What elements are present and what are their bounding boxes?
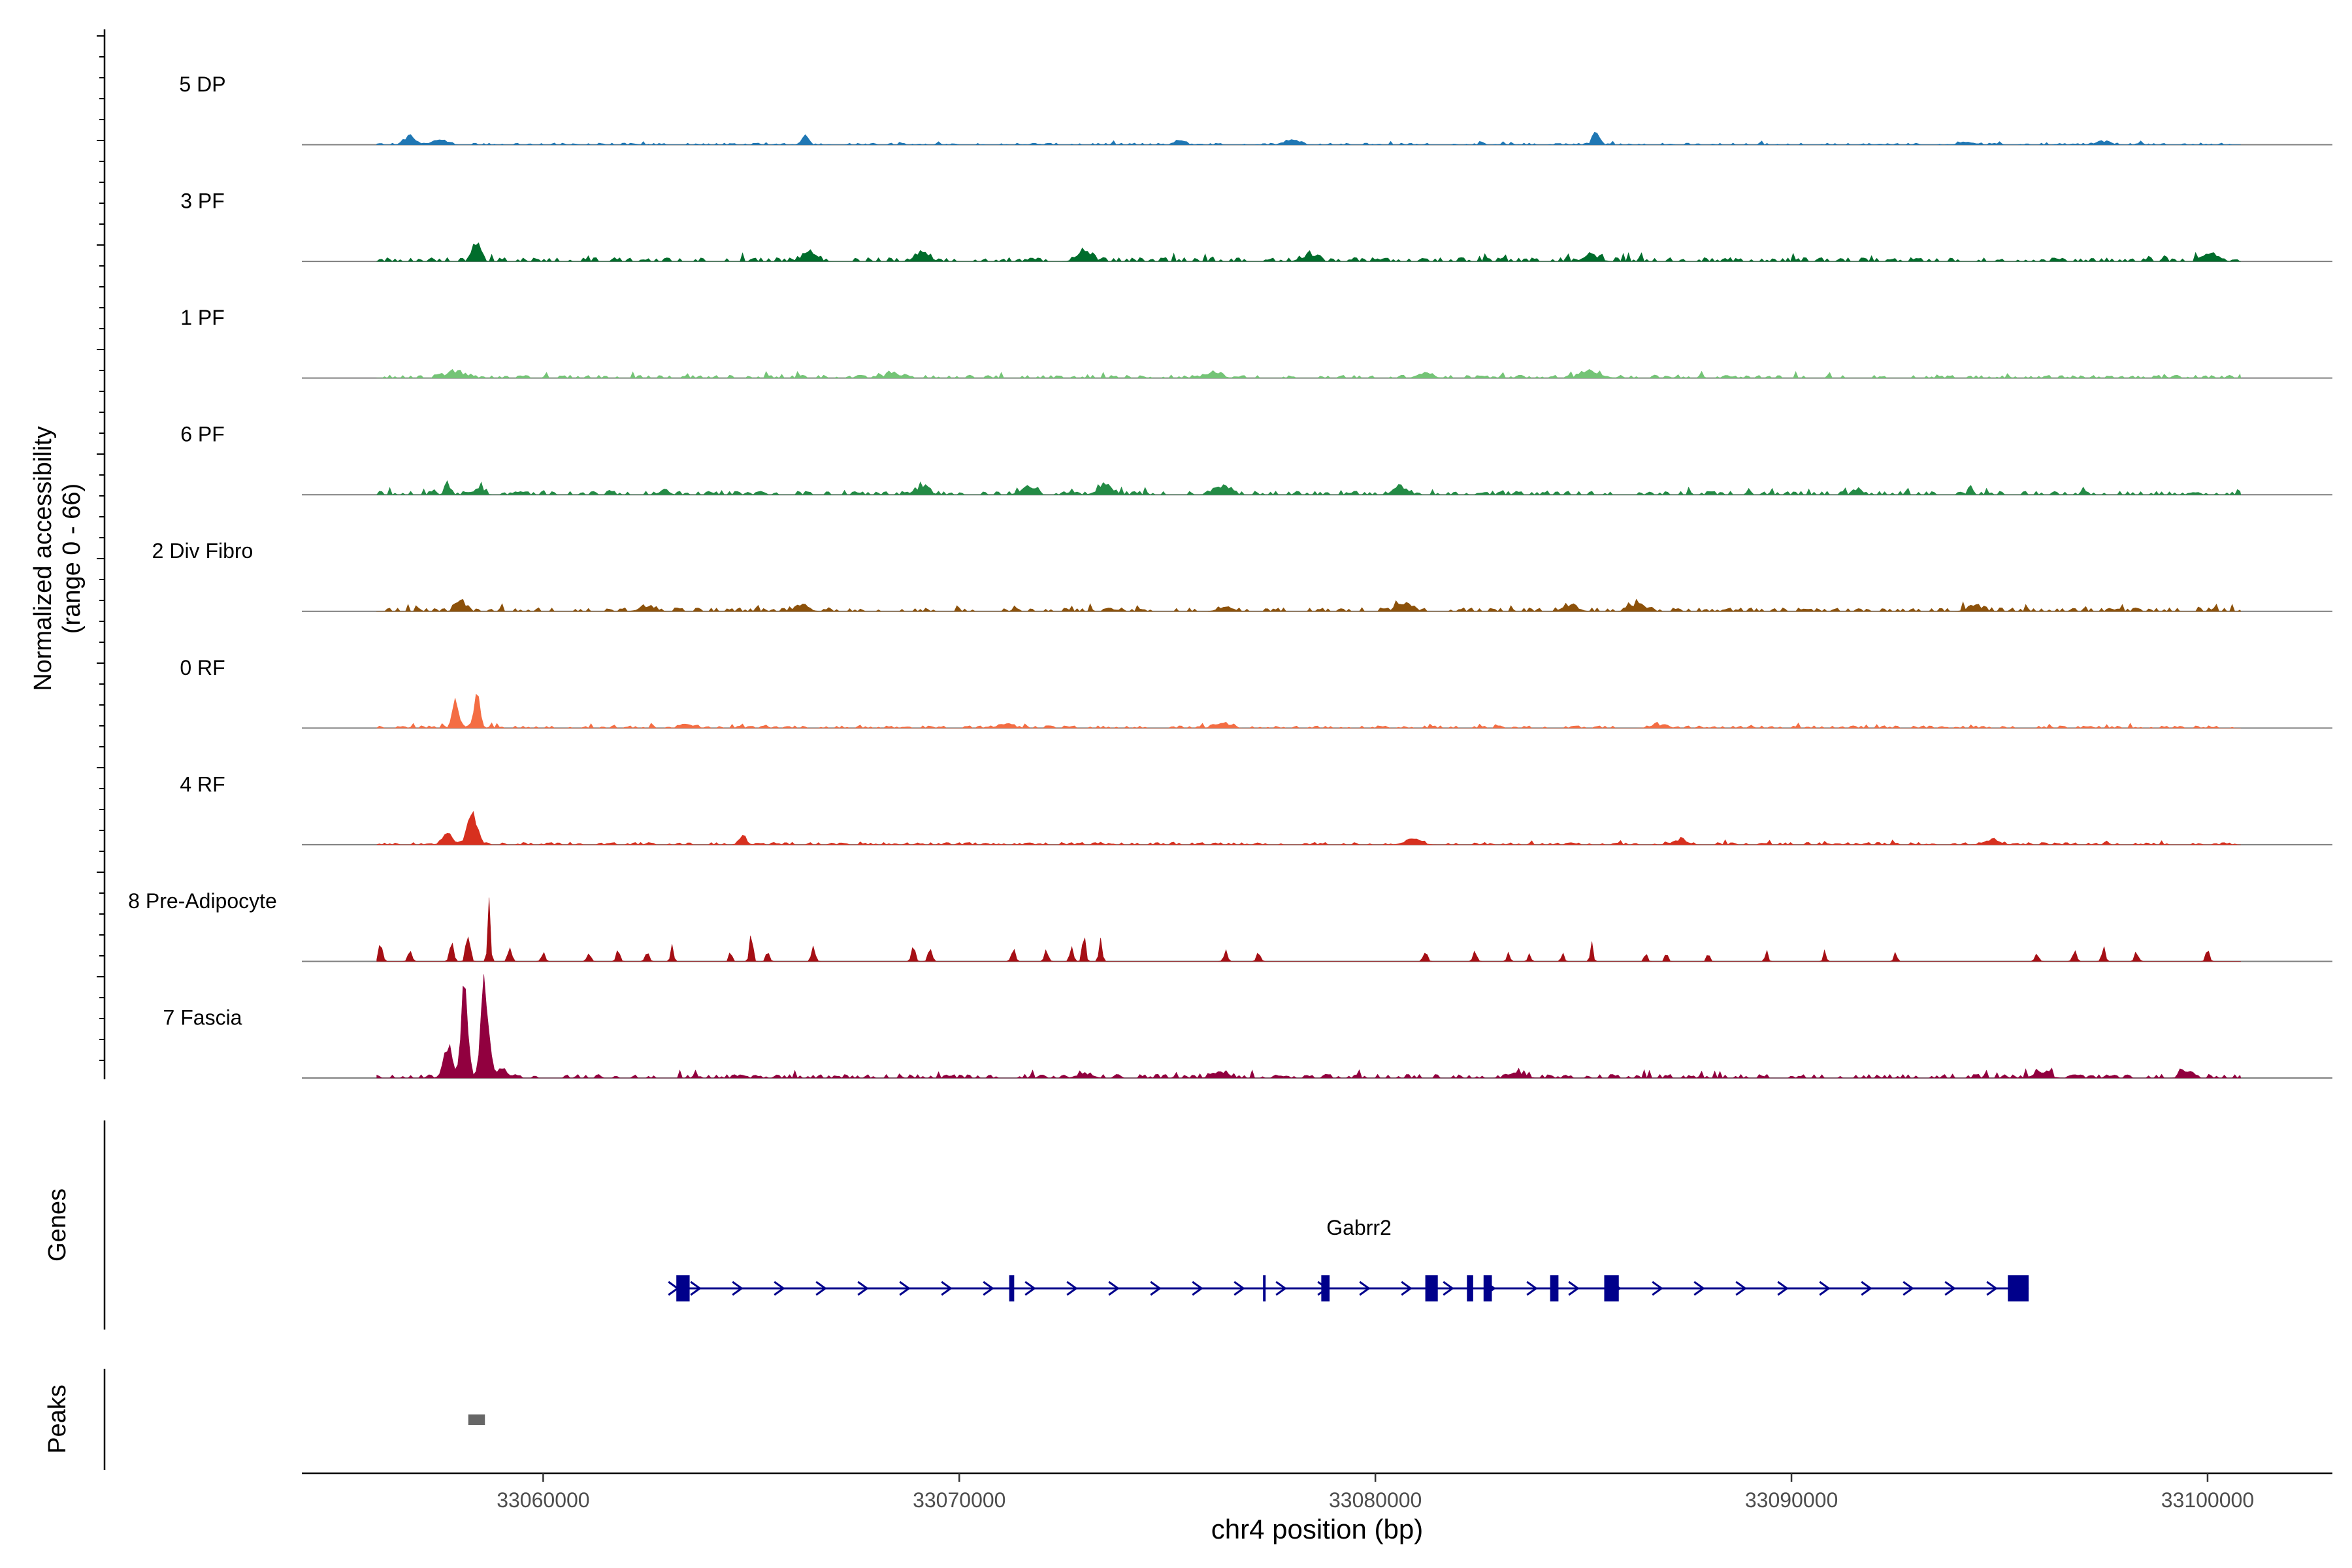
track-1-pf: 1 PF (180, 306, 2332, 379)
strand-arrow (941, 1281, 953, 1296)
x-tick-label: 33100000 (2161, 1488, 2254, 1512)
track-signal (376, 480, 2242, 495)
gene-exon (1009, 1275, 1015, 1301)
strand-arrow (1903, 1281, 1914, 1296)
gene-exon (676, 1275, 690, 1301)
x-tick-label: 33080000 (1329, 1488, 1422, 1512)
track-0-rf: 0 RF (180, 656, 2332, 729)
strand-arrow (857, 1281, 869, 1296)
gene-gabrr2: Gabrr2 (668, 1216, 2029, 1301)
strand-arrow (1443, 1281, 1454, 1296)
x-axis: 33060000 33070000 33080000 33090000 33100000… (302, 1472, 2332, 1544)
track-signal (376, 897, 2241, 962)
strand-arrow (668, 1281, 679, 1296)
strand-arrow (899, 1281, 911, 1296)
strand-arrow (1861, 1281, 1872, 1296)
strand-arrow (1150, 1281, 1162, 1296)
track-4-rf: 4 RF (180, 772, 2332, 845)
track-label: 1 PF (180, 306, 225, 329)
gene-exon (1467, 1275, 1473, 1301)
strand-arrow (1233, 1281, 1245, 1296)
x-axis-label: chr4 position (bp) (1211, 1514, 1424, 1544)
track-signal (376, 242, 2241, 263)
genes-panel: Genes Gabrr2 (44, 1120, 2029, 1330)
strand-arrow (1944, 1281, 1956, 1296)
track-label: 3 PF (180, 189, 225, 213)
track-label: 6 PF (180, 423, 225, 446)
track-signal (376, 693, 2241, 728)
coverage-panel: Normalized accessibility (range 0 - 66) … (29, 29, 2332, 1079)
strand-arrow (690, 1281, 702, 1296)
strand-arrow (732, 1281, 743, 1296)
strand-arrow (1024, 1281, 1036, 1296)
strand-arrow (1401, 1281, 1413, 1296)
gene-models: Gabrr2 (668, 1216, 2029, 1301)
gene-exon (1321, 1275, 1330, 1301)
gene-exon (1604, 1275, 1619, 1301)
peak-region (468, 1414, 485, 1425)
strand-arrow (1777, 1281, 1789, 1296)
gene-exon (1425, 1275, 1438, 1301)
track-3-pf: 3 PF (180, 189, 2332, 263)
track-label: 7 Fascia (163, 1005, 242, 1029)
track-2-div-fibro: 2 Div Fibro (152, 539, 2332, 612)
track-8-pre-adipocyte: 8 Pre-Adipocyte (128, 889, 2332, 962)
strand-arrow (1108, 1281, 1120, 1296)
gene-exon (1483, 1275, 1492, 1301)
strand-arrow (774, 1281, 785, 1296)
peaks-panel-label: Peaks (44, 1384, 71, 1454)
strand-arrow (1066, 1281, 1078, 1296)
strand-arrow (1275, 1281, 1287, 1296)
strand-arrow (1359, 1281, 1371, 1296)
strand-arrow (1652, 1281, 1663, 1296)
strand-arrow (1819, 1281, 1831, 1296)
strand-arrow (1526, 1281, 1538, 1296)
x-tick-label: 33070000 (913, 1488, 1005, 1512)
track-5-dp: 5 DP (179, 73, 2332, 146)
x-tick-label: 33090000 (1745, 1488, 1838, 1512)
coverage-tracks: 5 DP 3 PF 1 PF 6 PF 2 Div Fibro 0 RF 4 RF 8 Pre… (128, 73, 2332, 1079)
peak-regions (468, 1414, 485, 1425)
x-ticks: 33060000 33070000 33080000 33090000 33100000 (497, 1473, 2254, 1512)
strand-arrow (1568, 1281, 1580, 1296)
strand-arrow (1735, 1281, 1747, 1296)
gene-name: Gabrr2 (1326, 1216, 1392, 1239)
coverage-y-label-line2: (range 0 - 66) (58, 483, 86, 634)
peaks-panel: Peaks (44, 1369, 485, 1470)
gene-exon (1263, 1275, 1266, 1301)
track-signal (376, 811, 2241, 845)
track-label: 8 Pre-Adipocyte (128, 889, 277, 913)
track-label: 0 RF (180, 656, 225, 679)
x-tick-label: 33060000 (497, 1488, 589, 1512)
strand-arrow (1986, 1281, 1998, 1296)
track-signal (376, 598, 2242, 612)
strand-arrow (815, 1281, 827, 1296)
track-signal (376, 974, 2242, 1079)
strand-arrow (983, 1281, 994, 1296)
track-label: 5 DP (179, 73, 225, 96)
track-signal (376, 368, 2242, 379)
genes-panel-label: Genes (44, 1188, 71, 1262)
coverage-y-ticks (97, 35, 105, 1061)
gene-exon (2008, 1275, 2029, 1301)
gene-exon (1550, 1275, 1559, 1301)
track-label: 2 Div Fibro (152, 539, 253, 563)
coverage-y-label-line1: Normalized accessibility (29, 426, 57, 691)
strand-arrow (1192, 1281, 1203, 1296)
strand-arrow (1693, 1281, 1705, 1296)
track-label: 4 RF (180, 772, 225, 796)
track-7-fascia: 7 Fascia (163, 974, 2332, 1079)
track-6-pf: 6 PF (180, 423, 2332, 496)
track-signal (376, 131, 2241, 145)
